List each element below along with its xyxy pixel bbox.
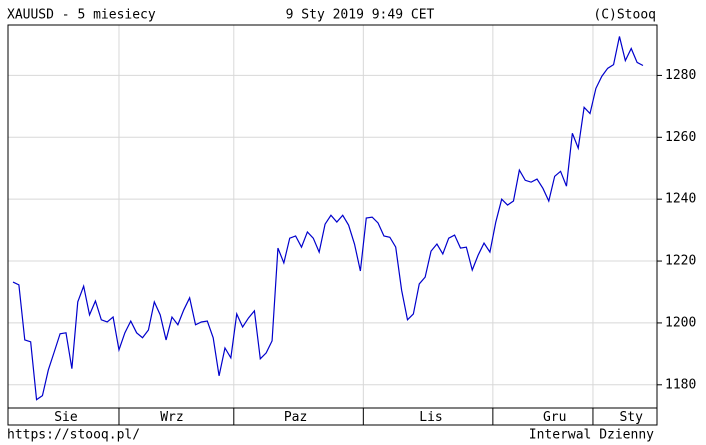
copyright: (C)Stooq [593,8,656,23]
y-tick-label: 1180 [665,377,696,392]
x-tick-label: Paz [284,410,307,425]
url: https://stooq.pl/ [7,428,140,443]
interval: Interwal Dzienny [529,428,654,443]
plot-frame [7,24,658,426]
x-tick-label: Gru [543,410,566,425]
y-tick-label: 1240 [665,192,696,207]
x-tick-label: Lis [419,410,442,425]
y-tick-label: 1260 [665,130,696,145]
chart-title: XAUUSD - 5 miesiecy [7,8,156,23]
x-tick-label: Wrz [160,410,183,425]
y-tick-label: 1280 [665,68,696,83]
price-line [12,36,644,401]
y-tick-label: 1200 [665,315,696,330]
x-tick-label: Sty [619,410,643,425]
y-tick-label: 1220 [665,254,696,269]
x-tick-label: Sie [54,410,78,425]
chart-subtitle: 9 Sty 2019 9:49 CET [286,8,435,23]
